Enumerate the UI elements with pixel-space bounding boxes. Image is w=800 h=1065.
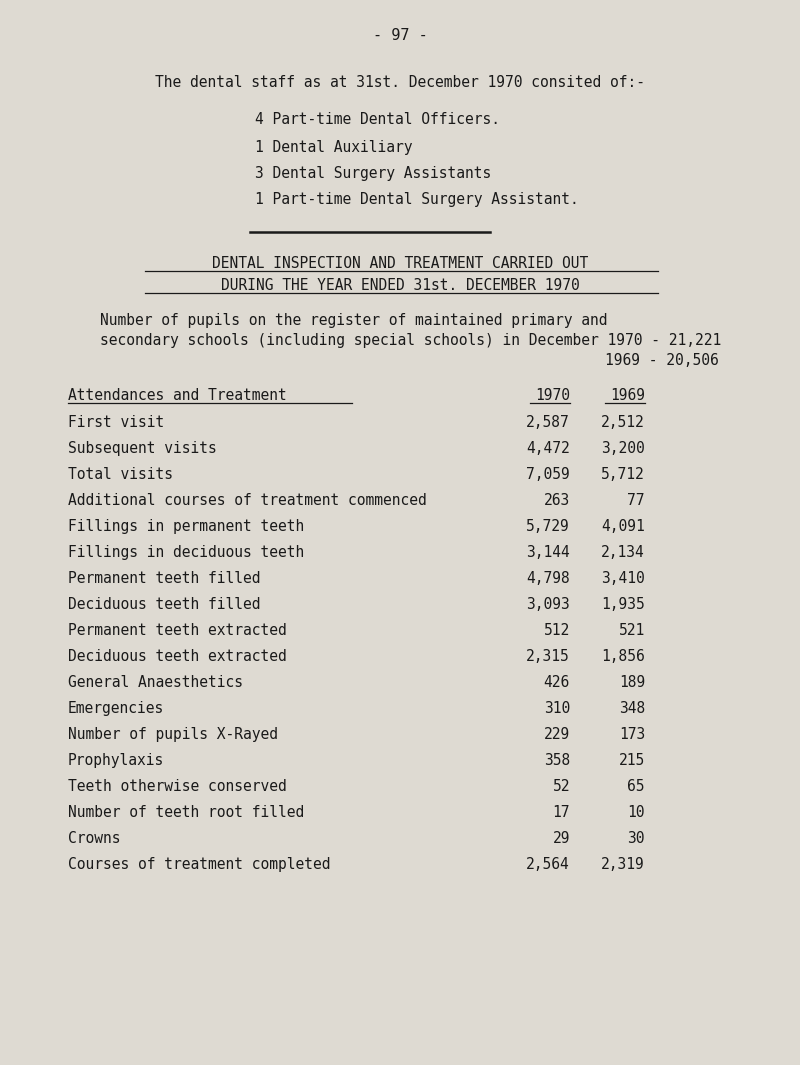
Text: 1 Dental Auxiliary: 1 Dental Auxiliary	[255, 140, 413, 155]
Text: - 97 -: - 97 -	[373, 28, 427, 43]
Text: 4,472: 4,472	[526, 441, 570, 456]
Text: 348: 348	[618, 701, 645, 716]
Text: 189: 189	[618, 675, 645, 690]
Text: Emergencies: Emergencies	[68, 701, 164, 716]
Text: Permanent teeth filled: Permanent teeth filled	[68, 571, 261, 586]
Text: Deciduous teeth filled: Deciduous teeth filled	[68, 597, 261, 612]
Text: 310: 310	[544, 701, 570, 716]
Text: 29: 29	[553, 831, 570, 846]
Text: 3 Dental Surgery Assistants: 3 Dental Surgery Assistants	[255, 166, 491, 181]
Text: 30: 30	[627, 831, 645, 846]
Text: Fillings in deciduous teeth: Fillings in deciduous teeth	[68, 545, 304, 560]
Text: Deciduous teeth extracted: Deciduous teeth extracted	[68, 649, 286, 663]
Text: Fillings in permanent teeth: Fillings in permanent teeth	[68, 519, 304, 534]
Text: 1969 - 20,506: 1969 - 20,506	[605, 353, 718, 368]
Text: Courses of treatment completed: Courses of treatment completed	[68, 857, 330, 872]
Text: First visit: First visit	[68, 415, 164, 430]
Text: 7,059: 7,059	[526, 466, 570, 482]
Text: 426: 426	[544, 675, 570, 690]
Text: 3,093: 3,093	[526, 597, 570, 612]
Text: 5,729: 5,729	[526, 519, 570, 534]
Text: 263: 263	[544, 493, 570, 508]
Text: 358: 358	[544, 753, 570, 768]
Text: 2,319: 2,319	[602, 857, 645, 872]
Text: 1,935: 1,935	[602, 597, 645, 612]
Text: DENTAL INSPECTION AND TREATMENT CARRIED OUT: DENTAL INSPECTION AND TREATMENT CARRIED …	[212, 256, 588, 271]
Text: Number of pupils X-Rayed: Number of pupils X-Rayed	[68, 727, 278, 742]
Text: 65: 65	[627, 779, 645, 794]
Text: 1,856: 1,856	[602, 649, 645, 663]
Text: Additional courses of treatment commenced: Additional courses of treatment commence…	[68, 493, 426, 508]
Text: DURING THE YEAR ENDED 31st. DECEMBER 1970: DURING THE YEAR ENDED 31st. DECEMBER 197…	[221, 278, 579, 293]
Text: Crowns: Crowns	[68, 831, 121, 846]
Text: 3,144: 3,144	[526, 545, 570, 560]
Text: 173: 173	[618, 727, 645, 742]
Text: Teeth otherwise conserved: Teeth otherwise conserved	[68, 779, 286, 794]
Text: 521: 521	[618, 623, 645, 638]
Text: 2,134: 2,134	[602, 545, 645, 560]
Text: secondary schools (including special schools) in December 1970 - 21,221: secondary schools (including special sch…	[100, 333, 722, 348]
Text: Prophylaxis: Prophylaxis	[68, 753, 164, 768]
Text: 1 Part-time Dental Surgery Assistant.: 1 Part-time Dental Surgery Assistant.	[255, 192, 578, 207]
Text: Subsequent visits: Subsequent visits	[68, 441, 217, 456]
Text: 4,091: 4,091	[602, 519, 645, 534]
Text: 4,798: 4,798	[526, 571, 570, 586]
Text: 3,200: 3,200	[602, 441, 645, 456]
Text: General Anaesthetics: General Anaesthetics	[68, 675, 243, 690]
Text: 215: 215	[618, 753, 645, 768]
Text: Attendances and Treatment: Attendances and Treatment	[68, 388, 286, 403]
Text: 4 Part-time Dental Officers.: 4 Part-time Dental Officers.	[255, 112, 500, 127]
Text: 77: 77	[627, 493, 645, 508]
Text: 2,587: 2,587	[526, 415, 570, 430]
Text: 5,712: 5,712	[602, 466, 645, 482]
Text: Total visits: Total visits	[68, 466, 173, 482]
Text: 2,564: 2,564	[526, 857, 570, 872]
Text: 3,410: 3,410	[602, 571, 645, 586]
Text: Permanent teeth extracted: Permanent teeth extracted	[68, 623, 286, 638]
Text: The dental staff as at 31st. December 1970 consited of:-: The dental staff as at 31st. December 19…	[155, 75, 645, 91]
Text: 512: 512	[544, 623, 570, 638]
Text: Number of pupils on the register of maintained primary and: Number of pupils on the register of main…	[100, 313, 607, 328]
Text: 1970: 1970	[535, 388, 570, 403]
Text: 17: 17	[553, 805, 570, 820]
Text: 52: 52	[553, 779, 570, 794]
Text: 229: 229	[544, 727, 570, 742]
Text: 1969: 1969	[610, 388, 645, 403]
Text: Number of teeth root filled: Number of teeth root filled	[68, 805, 304, 820]
Text: 2,315: 2,315	[526, 649, 570, 663]
Text: 10: 10	[627, 805, 645, 820]
Text: 2,512: 2,512	[602, 415, 645, 430]
